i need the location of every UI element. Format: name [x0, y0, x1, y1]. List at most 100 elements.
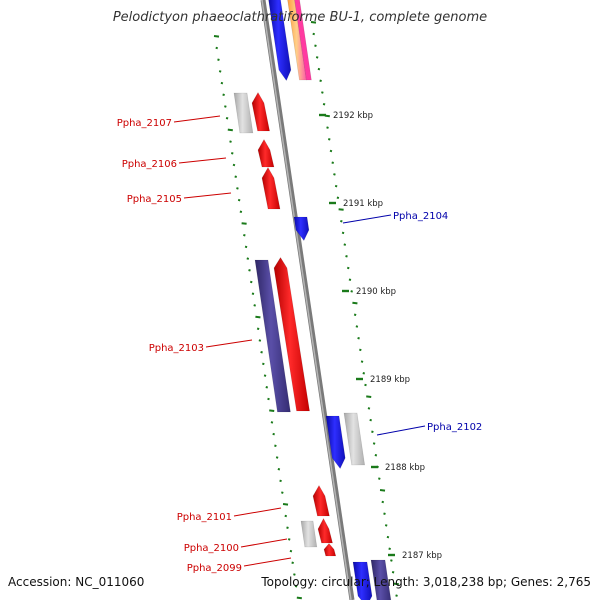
- outer-ruler-tick: [386, 535, 390, 539]
- gene-purple-2103: [254, 259, 291, 413]
- outer-ruler-tick: [381, 500, 385, 504]
- gene-features: [233, 0, 392, 600]
- outer-ruler-tick: [367, 407, 371, 410]
- kbp-label: 2192 kbp: [333, 111, 373, 121]
- outer-ruler-tick: [371, 430, 374, 434]
- leader-ppha_2100: [240, 538, 288, 548]
- outer-ruler-tick: [329, 149, 333, 153]
- inner-ruler-tick: [265, 386, 269, 389]
- gene-label-ppha_2105: Ppha_2105: [127, 194, 182, 205]
- inner-ruler-tick: [272, 432, 275, 436]
- outer-ruler-tick: [359, 348, 362, 352]
- gene-label-ppha_2099: Ppha_2099: [187, 563, 242, 574]
- inner-ruler-tick: [229, 140, 232, 143]
- inner-ruler-tick: [255, 315, 261, 319]
- inner-ruler-tick: [270, 421, 274, 424]
- inner-ruler-tick: [256, 327, 260, 331]
- outer-ruler-tick: [319, 79, 322, 83]
- inner-ruler-tick: [244, 245, 248, 249]
- inner-ruler-tick: [217, 58, 220, 61]
- outer-ruler-tick: [360, 360, 364, 363]
- gene-ppha-2102: [325, 415, 346, 470]
- outer-ruler-tick: [348, 278, 352, 281]
- gene-blue-bottom: [352, 561, 373, 600]
- inner-ruler-tick: [291, 561, 294, 565]
- inner-ruler-tick: [237, 198, 241, 202]
- gene-label-ppha_2100: Ppha_2100: [184, 543, 239, 554]
- inner-ruler-tick: [220, 81, 224, 85]
- outer-ruler-tick: [350, 290, 353, 293]
- gene-grey-2107a: [233, 92, 254, 134]
- inner-ruler-tick: [262, 362, 265, 366]
- outer-ruler-tick: [341, 231, 345, 235]
- inner-ruler-tick: [277, 467, 281, 471]
- kbp-label: 2187 kbp: [402, 551, 442, 561]
- inner-ruler-tick: [230, 152, 234, 155]
- outer-ruler-tick: [340, 219, 343, 223]
- outer-ruler-tick: [321, 91, 324, 94]
- gene-ppha-2100: [317, 517, 333, 544]
- outer-ruler-tick: [322, 102, 326, 106]
- outer-ruler-tick: [355, 325, 359, 328]
- outer-ruler-tick: [353, 313, 357, 317]
- inner-ruler-tick: [294, 584, 298, 588]
- backbone-highlight: [261, 0, 352, 600]
- outer-ruler-tick: [312, 32, 316, 36]
- inner-ruler-tick: [284, 514, 288, 518]
- inner-ruler-tick: [227, 128, 233, 132]
- inner-ruler-tick: [293, 573, 296, 576]
- gene-ppha-2099: [323, 543, 337, 557]
- gene-ppha-2105: [261, 166, 281, 210]
- inner-ruler-tick: [248, 269, 251, 272]
- inner-ruler-tick: [269, 409, 275, 412]
- kbp-label: 2189 kbp: [370, 375, 410, 385]
- leader-ppha_2104: [342, 214, 392, 224]
- accession-text: Accession: NC_011060: [8, 575, 145, 589]
- inner-ruler-tick: [218, 70, 222, 73]
- inner-ruler-tick: [267, 397, 270, 401]
- gene-label-ppha_2106: Ppha_2106: [122, 159, 177, 170]
- gene-grey-2102: [343, 412, 366, 466]
- gene-ppha-2103: [273, 256, 310, 412]
- leader-ppha_2103: [205, 339, 253, 348]
- inner-ruler-tick: [225, 116, 229, 120]
- gene-label-ppha_2101: Ppha_2101: [177, 512, 232, 523]
- gene-ppha-2101: [312, 484, 330, 517]
- outer-ruler-tick: [326, 126, 329, 129]
- gene-ppha-2104: [293, 216, 310, 242]
- outer-ruler-tick: [395, 594, 398, 597]
- gene-labels: Ppha_2107 Ppha_2106 Ppha_2105 Ppha_2104 Ppha…: [117, 118, 483, 574]
- outer-ruler-tick: [391, 570, 395, 574]
- inner-ruler-tick: [274, 444, 277, 448]
- inner-ruler-tick: [286, 526, 289, 529]
- inner-ruler-tick: [232, 163, 236, 167]
- outer-ruler-tick: [331, 161, 334, 164]
- outer-ruler-tick: [343, 243, 347, 246]
- inner-ruler-tick: [263, 374, 267, 377]
- inner-ruler-tick: [222, 93, 225, 97]
- outer-ruler-tick: [379, 489, 386, 492]
- outer-ruler-tick: [334, 184, 338, 188]
- inner-ruler-tick: [260, 350, 263, 354]
- outer-ruler-tick: [369, 418, 372, 422]
- leader-ppha_2105: [183, 192, 232, 199]
- genome-backbone-track: [260, 0, 355, 600]
- gene-blue-top: [268, 0, 292, 82]
- leader-ppha_2102: [376, 425, 426, 436]
- inner-ruler-tick: [243, 233, 246, 237]
- gene-label-ppha_2102: Ppha_2102: [427, 422, 482, 433]
- kbp-scale-labels: 2192 kbp 2191 kbp 2190 kbp 2189 kbp 2188 kbp…: [319, 111, 442, 561]
- label-leader-lines: [173, 115, 426, 567]
- inner-ruler-tick: [287, 538, 291, 541]
- inner-ruler-tick: [224, 105, 227, 108]
- inner-ruler-tick: [289, 549, 293, 553]
- outer-ruler-tick: [317, 67, 321, 71]
- inner-ruler-tick: [249, 280, 253, 284]
- gene-pink-top: [294, 0, 312, 81]
- outer-ruler-tick: [378, 477, 381, 480]
- gene-label-ppha_2107: Ppha_2107: [117, 118, 172, 129]
- genome-summary-text: Topology: circular; Length: 3,018,238 bp…: [261, 575, 591, 589]
- outer-ruler-tick: [357, 336, 360, 340]
- gene-ppha-2107: [251, 91, 270, 132]
